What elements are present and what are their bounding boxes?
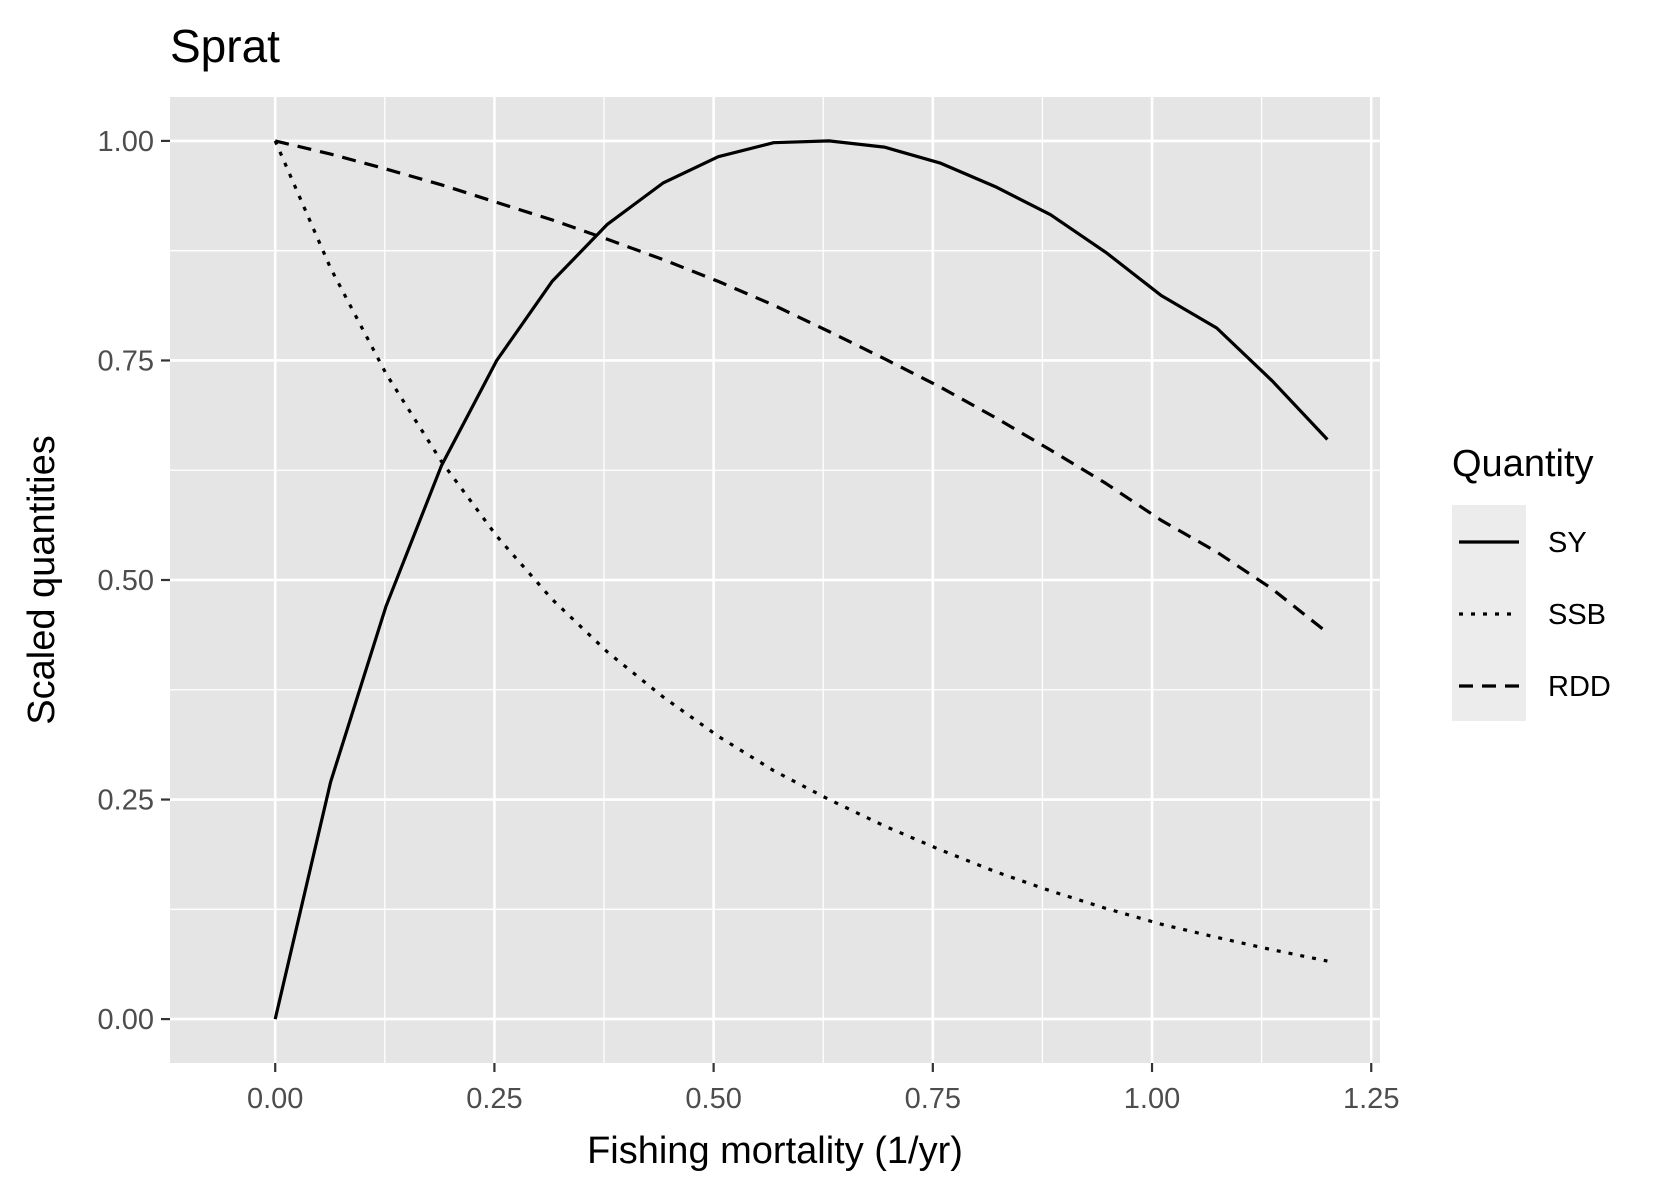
x-tick-label: 0.25	[466, 1083, 522, 1115]
series-line-ssb	[273, 140, 1328, 963]
x-tick-label: 1.25	[1343, 1083, 1399, 1115]
y-tick-label: 1.00	[98, 126, 154, 158]
y-tick-label: 0.00	[98, 1004, 154, 1036]
series-line-rdd	[274, 139, 1329, 634]
x-tick-labels: 0.00 0.25 0.50 0.75 1.00 1.25	[247, 1083, 1399, 1115]
y-axis-title: Scaled quantities	[21, 435, 63, 724]
legend: Quantity SY SSB RDD	[1452, 443, 1611, 721]
x-tick-label: 0.75	[905, 1083, 961, 1115]
x-axis-title: Fishing mortality (1/yr)	[587, 1130, 963, 1172]
legend-label-rdd: RDD	[1548, 671, 1611, 703]
y-tick-label: 0.75	[98, 345, 154, 377]
y-tick-label: 0.50	[98, 565, 154, 597]
x-tick-label: 1.00	[1124, 1083, 1180, 1115]
legend-title: Quantity	[1452, 443, 1594, 485]
legend-label-ssb: SSB	[1548, 599, 1606, 631]
legend-key-background	[1452, 505, 1526, 721]
series-line-sy	[273, 139, 1329, 1020]
axis-ticks	[161, 139, 1373, 1072]
y-tick-label: 0.25	[98, 785, 154, 817]
series-layer	[273, 139, 1329, 1020]
legend-items: SY SSB RDD	[1459, 527, 1611, 703]
x-tick-label: 0.00	[247, 1083, 303, 1115]
grid-major	[170, 97, 1380, 1063]
x-tick-label: 0.50	[685, 1083, 741, 1115]
chart-title: Sprat	[170, 20, 280, 72]
y-tick-labels: 0.00 0.25 0.50 0.75 1.00	[98, 126, 154, 1036]
legend-label-sy: SY	[1548, 527, 1587, 559]
